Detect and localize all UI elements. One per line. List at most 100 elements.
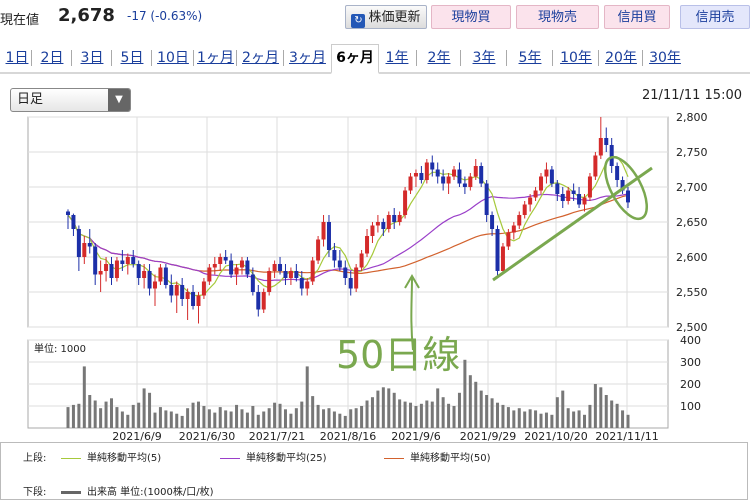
tab-7[interactable]: 3ヶ月: [289, 50, 326, 66]
candle-body: [506, 232, 511, 247]
volume-bar: [485, 395, 489, 428]
volume-bar: [528, 409, 532, 428]
volume-bar: [180, 415, 184, 428]
volume-bar: [267, 408, 271, 428]
volume-bar: [403, 401, 407, 428]
tab-separator: [506, 50, 507, 66]
candle-body: [310, 260, 315, 282]
volume-bar: [479, 390, 483, 428]
x-tick-label: 2021/11/11: [595, 430, 658, 442]
x-tick-label: 2021/6/30: [179, 430, 235, 442]
tab-separator: [283, 50, 284, 66]
volume-bar: [186, 408, 190, 428]
tab-4[interactable]: 10日: [157, 50, 189, 66]
candle-body: [185, 292, 190, 299]
volume-bar: [164, 410, 168, 428]
volume-bar: [327, 408, 331, 428]
margin-buy-button[interactable]: 信用買: [604, 5, 670, 29]
volume-tick-label: 300: [680, 356, 701, 369]
tab-8[interactable]: 6ヶ月: [331, 44, 379, 74]
candle-body: [419, 173, 424, 180]
chart-legend: 上段: 単純移動平均(5) 単純移動平均(25) 単純移動平均(50) 下段: …: [0, 442, 748, 500]
volume-bar: [202, 406, 206, 428]
x-tick-label: 2021/6/9: [112, 430, 161, 442]
tab-0[interactable]: 1日: [5, 50, 29, 66]
volume-bar: [153, 412, 157, 428]
tab-14[interactable]: 20年: [605, 50, 637, 66]
tab-5[interactable]: 1ヶ月: [197, 50, 234, 66]
volume-bar: [251, 406, 255, 428]
candle-body: [544, 169, 549, 177]
volume-bar: [398, 399, 402, 428]
tab-9[interactable]: 1年: [385, 50, 409, 66]
tab-separator: [642, 50, 643, 66]
tab-separator: [552, 50, 553, 66]
tab-6[interactable]: 2ヶ月: [242, 50, 279, 66]
volume-bar: [343, 415, 347, 428]
candle-body: [359, 253, 364, 268]
tab-10[interactable]: 2年: [427, 50, 451, 66]
cash-sell-button[interactable]: 現物売: [516, 5, 599, 29]
volume-bar: [245, 412, 249, 428]
volume-bar: [360, 406, 364, 428]
volume-bar: [517, 408, 521, 428]
candle-body: [71, 215, 76, 229]
tab-11[interactable]: 3年: [472, 50, 496, 66]
tab-1[interactable]: 2日: [40, 50, 64, 66]
candle-body: [163, 267, 168, 285]
trendline-annotation: [492, 166, 653, 282]
candle-body: [114, 260, 119, 278]
candle-body: [239, 260, 244, 268]
tab-separator: [416, 50, 417, 66]
volume-bar: [392, 392, 396, 428]
volume-bar: [289, 413, 293, 428]
volume-bar: [615, 403, 619, 428]
volume-bar: [370, 397, 374, 428]
volume-bar: [93, 400, 97, 428]
candle-body: [267, 271, 272, 292]
update-price-button[interactable]: ↻ 株価更新: [345, 5, 427, 29]
candle-body: [571, 190, 576, 194]
tab-separator: [193, 50, 194, 66]
candle-body: [620, 180, 625, 191]
volume-bar: [256, 414, 260, 428]
candle-body: [152, 281, 157, 289]
price-tick-label: 2,800: [676, 111, 708, 124]
candle-body: [365, 236, 370, 254]
candle-body: [566, 190, 571, 201]
tab-13[interactable]: 10年: [560, 50, 592, 66]
candle-body: [500, 246, 505, 271]
tab-15[interactable]: 30年: [649, 50, 681, 66]
candle-body: [549, 169, 554, 184]
volume-bar: [409, 402, 413, 428]
volume-tick-label: 400: [680, 334, 701, 347]
margin-sell-button[interactable]: 信用売: [680, 5, 750, 29]
volume-bar: [436, 388, 440, 428]
volume-bar: [610, 400, 614, 428]
volume-bar: [115, 407, 119, 428]
header-bar: 現在値 2,678 -17 (-0.63%) ↻ 株価更新 現物買 現物売 信用買…: [0, 0, 750, 36]
candle-body: [452, 169, 457, 177]
refresh-icon: ↻: [351, 14, 366, 28]
x-tick-label: 2021/9/6: [391, 430, 440, 442]
volume-bar: [148, 392, 152, 428]
tab-3[interactable]: 5日: [120, 50, 144, 66]
volume-bar: [240, 409, 244, 428]
volume-bar: [104, 401, 108, 428]
candle-body: [136, 264, 141, 278]
volume-bar: [593, 384, 597, 428]
candle-body: [109, 264, 114, 278]
candle-body: [212, 264, 217, 268]
volume-bar: [621, 410, 625, 428]
candle-body: [462, 183, 467, 187]
candle-body: [408, 176, 413, 191]
tab-12[interactable]: 5年: [518, 50, 542, 66]
chart-interval-select[interactable]: 日足 ▼: [10, 88, 131, 112]
candle-body: [299, 278, 304, 289]
volume-bar: [322, 409, 326, 428]
volume-bar: [539, 413, 543, 428]
candle-body: [490, 215, 495, 229]
cash-buy-button[interactable]: 現物買: [431, 5, 511, 29]
volume-bar: [457, 392, 461, 428]
tab-2[interactable]: 3日: [80, 50, 104, 66]
